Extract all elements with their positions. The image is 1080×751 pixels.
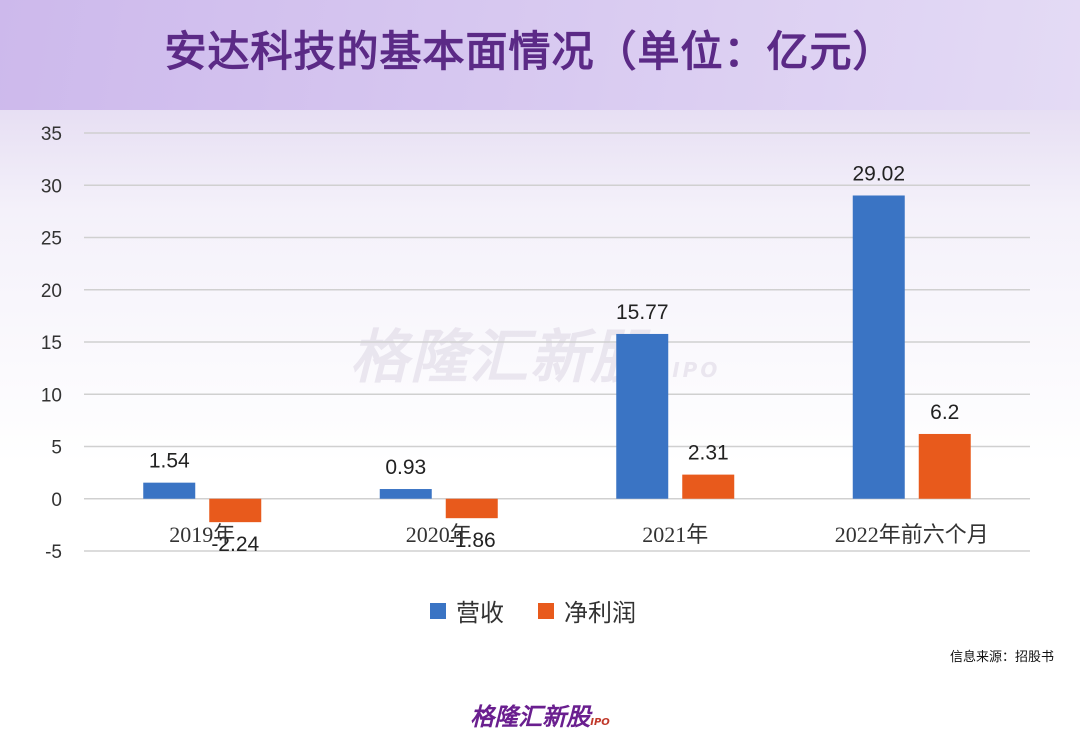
data-label: 15.77 bbox=[616, 301, 669, 324]
legend-swatch-net-profit bbox=[538, 602, 554, 619]
brand-logo: 格隆汇新股IPO bbox=[0, 697, 1080, 732]
data-label: 29.02 bbox=[852, 162, 905, 185]
y-tick-label: 30 bbox=[41, 176, 62, 197]
logo-suffix: IPO bbox=[590, 717, 610, 728]
y-tick-label: 15 bbox=[41, 333, 62, 354]
data-label: 6.2 bbox=[930, 401, 959, 424]
bar-net-profit bbox=[209, 498, 262, 523]
legend-swatch-revenue bbox=[430, 602, 446, 619]
bar-net-profit bbox=[445, 498, 498, 519]
x-tick-label: 2019年 bbox=[169, 522, 235, 547]
bar-net-profit bbox=[918, 433, 971, 499]
bar-revenue bbox=[616, 333, 669, 499]
watermark-suffix: IPO bbox=[672, 358, 721, 382]
bar-revenue bbox=[852, 195, 905, 499]
legend: 营收 净利润 bbox=[430, 593, 636, 628]
bar-revenue bbox=[379, 489, 432, 499]
watermark-brand: 格隆汇新股 bbox=[350, 323, 651, 391]
data-label: -2.24 bbox=[211, 533, 259, 556]
logo-brand: 格隆汇新股 bbox=[470, 703, 591, 731]
y-tick-label: 20 bbox=[41, 281, 62, 302]
y-tick-label: 10 bbox=[41, 385, 62, 406]
bar-revenue bbox=[143, 482, 196, 499]
data-label: 1.54 bbox=[149, 450, 190, 473]
legend-label-net-profit: 净利润 bbox=[564, 599, 636, 627]
data-label: 0.93 bbox=[385, 456, 426, 479]
watermark: 格隆汇新股 IPO bbox=[350, 310, 720, 394]
y-tick-label: 5 bbox=[51, 438, 62, 459]
y-tick-label: -5 bbox=[45, 542, 62, 563]
y-tick-label: 35 bbox=[41, 124, 62, 145]
source-note: 信息来源：招股书 bbox=[949, 650, 1054, 665]
x-tick-label: 2022年前六个月 bbox=[835, 522, 989, 547]
bar-net-profit bbox=[682, 474, 735, 499]
page-title: 安达科技的基本面情况（单位：亿元） bbox=[164, 27, 896, 76]
data-label: -1.86 bbox=[448, 529, 496, 552]
x-tick-label: 2021年 bbox=[642, 522, 708, 547]
legend-label-revenue: 营收 bbox=[456, 599, 504, 627]
y-tick-label: 25 bbox=[41, 229, 62, 250]
x-tick-label: 2020年 bbox=[406, 522, 472, 547]
y-tick-label: 0 bbox=[51, 490, 62, 511]
data-label: 2.31 bbox=[688, 442, 729, 465]
title-banner bbox=[0, 0, 1080, 110]
